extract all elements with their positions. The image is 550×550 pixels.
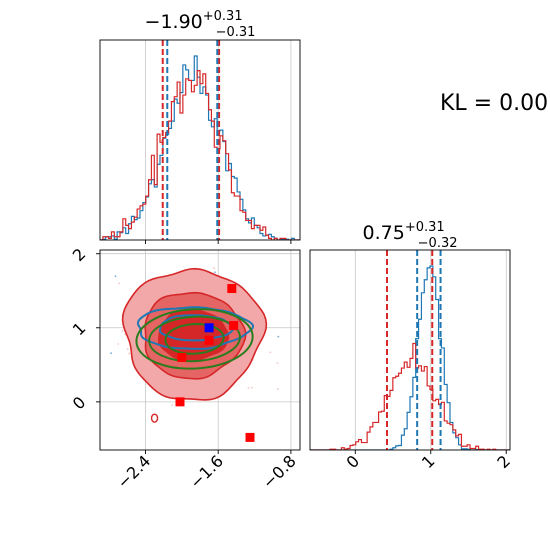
contour-frame (99, 249, 301, 451)
hist1-quantile-lines (161, 40, 221, 240)
contour-sample-point (251, 386, 253, 389)
hist1-frame (99, 39, 301, 241)
contour-sample-point (171, 404, 174, 407)
contour-green-ellipse-outer (135, 308, 254, 370)
hist2-xticks: 0 1 2 (342, 450, 514, 472)
contour-sample-point (277, 388, 279, 390)
contour-red-marker-2 (204, 335, 214, 345)
contour-xtick-label-0: −2.4 (113, 451, 154, 492)
hist2-title-main: 0.75 (363, 222, 405, 244)
contour-sample-point (203, 232, 205, 234)
hist2-gridlines (354, 250, 507, 450)
contour-ytick-label-1: 1 (69, 319, 90, 340)
hist2-xtick-label-0: 0 (342, 451, 363, 472)
hist2-blue-series (310, 265, 510, 450)
hist2-quantile-lines (385, 250, 442, 450)
contour-red-marker-1 (229, 321, 239, 331)
contour-sample-point (114, 275, 117, 278)
hist2-title-sub: −0.32 (418, 236, 458, 251)
contour-ytick-label-0: 0 (69, 393, 90, 414)
contour-sample-point (121, 330, 124, 332)
contour-blue-marker (204, 323, 214, 333)
contour-sample-point (214, 271, 216, 274)
contour-markers (175, 284, 255, 442)
contour-sample-point (247, 387, 250, 389)
hist2-xtick-label-1: 1 (418, 451, 439, 472)
contour-red-marker-3 (177, 352, 187, 362)
contour-sample-point (118, 282, 121, 285)
contour-red-marker-5 (245, 432, 255, 442)
hist-panel-param1: −1.90+0.31 −0.31 (99, 9, 301, 244)
contour-sample-point (213, 267, 216, 270)
contour-ytick-label-2: 2 (69, 244, 90, 265)
hist1-xticks (145, 240, 292, 244)
hist2-frame (309, 249, 511, 451)
hist1-title-sub: −0.31 (216, 25, 256, 40)
contour-sample-point (128, 352, 131, 355)
hist-panel-param2: 0 1 2 0.75+0.31 −0.32 (309, 220, 514, 472)
contour-sample-point (269, 351, 272, 354)
hist1-title: −1.90+0.31 −0.31 (145, 9, 256, 40)
contour-green-ellipse-mid (148, 315, 241, 363)
hist1-red-series (100, 70, 300, 240)
contour-green-ellipse-inner (164, 323, 225, 355)
hist2-red-series (310, 342, 510, 450)
contour-sample-point (126, 348, 129, 351)
contour-red-island (150, 413, 159, 423)
contour-sample-point (276, 362, 279, 364)
contour-red-marker-0 (227, 284, 237, 294)
hist1-title-sup: +0.31 (203, 9, 243, 24)
hist2-title: 0.75+0.31 −0.32 (363, 220, 458, 251)
contour-xtick-label-1: −1.6 (186, 451, 227, 492)
hist1-title-main: −1.90 (145, 11, 203, 33)
hist2-title-sup: +0.31 (405, 220, 445, 235)
contour-sample-point (277, 335, 280, 338)
contour-sample-point (117, 343, 120, 345)
contour-sample-point (110, 352, 112, 355)
hist2-xtick-label-2: 2 (493, 451, 514, 472)
contour-red-marker-4 (175, 397, 185, 407)
contour-levels (121, 267, 268, 423)
kl-label: KL = 0.00 (440, 91, 548, 116)
contour-panel: −2.4 −1.6 −0.8 0 1 2 (69, 232, 301, 492)
contour-xtick-label-2: −0.8 (259, 451, 300, 492)
